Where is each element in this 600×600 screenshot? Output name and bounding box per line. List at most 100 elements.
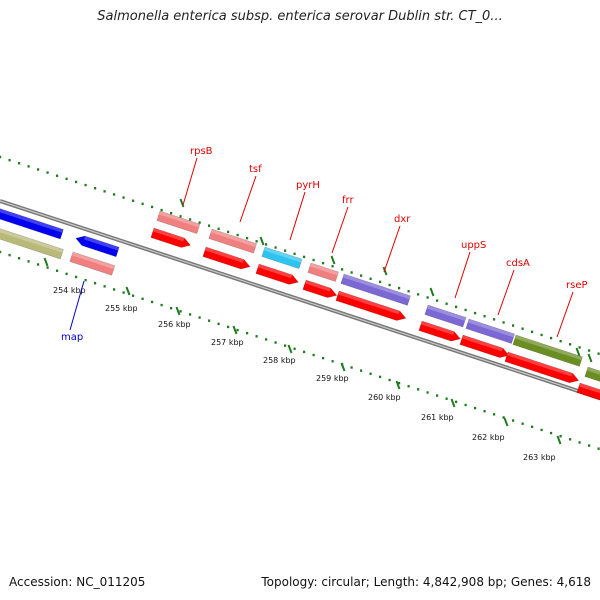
gc-lower-dot — [179, 310, 182, 313]
gc-lower-dot — [8, 253, 11, 257]
gc-lower-dot — [56, 269, 59, 272]
scale-tick-label: 256 kbp — [158, 320, 191, 329]
gene-arrow-shine — [257, 264, 293, 279]
gc-lower-dot — [578, 441, 581, 444]
gc-upper-dot — [322, 261, 325, 265]
gc-lower-dot — [312, 353, 315, 357]
scale-tick-label: 259 kbp — [316, 374, 349, 383]
gc-lower-dot — [455, 400, 458, 404]
gc-upper-dot — [8, 158, 11, 162]
scale-tick-label: 258 kbp — [263, 356, 296, 365]
gc-upper-dot — [379, 280, 382, 284]
scale-tick-label: 260 kbp — [368, 393, 401, 402]
gene-arrow — [335, 290, 407, 321]
gc-upper-tick — [259, 236, 265, 246]
gc-upper-dot — [350, 271, 353, 274]
gc-lower-tick — [340, 362, 346, 372]
gc-lower-dot — [75, 275, 78, 279]
gene-feature-rpsB — [156, 210, 201, 234]
gc-upper-tick — [575, 347, 581, 357]
gc-upper-dot — [217, 227, 220, 231]
gc-upper-dot — [274, 246, 277, 249]
gc-lower-dot — [350, 366, 353, 369]
gc-upper-dot — [265, 243, 268, 246]
gc-lower-dot — [37, 263, 40, 266]
gc-lower-dot — [284, 344, 287, 347]
gc-upper-dot — [132, 199, 135, 202]
gene-feature-blue-shine — [0, 208, 64, 233]
gc-upper-dot — [493, 318, 496, 321]
gc-lower-dot — [597, 447, 600, 450]
gc-upper-tick — [179, 198, 185, 208]
gc-lower-dot — [303, 350, 306, 354]
gc-upper-dot — [341, 268, 344, 271]
gene-feature-blue — [0, 208, 64, 240]
gc-lower-tick — [175, 306, 181, 316]
gc-lower-dot — [388, 378, 391, 382]
gc-lower-tick — [556, 435, 562, 445]
gc-lower-dot — [588, 444, 591, 447]
gc-upper-dot — [284, 249, 287, 252]
gc-upper-dot — [84, 183, 87, 187]
gene-feature-blue-shine — [83, 236, 120, 251]
gc-upper-dot — [208, 224, 211, 227]
gc-upper-dot — [0, 155, 2, 159]
gc-upper-tick — [382, 266, 388, 276]
gene-arrow — [576, 382, 600, 401]
gc-lower-dot — [236, 328, 239, 332]
gene-leader-line — [182, 157, 198, 206]
scale-ticks: 254 kbp 255 kbp 256 kbp 257 kbp 258 kbp 259 k… — [53, 286, 556, 462]
gc-lower-dot — [464, 403, 467, 407]
gc-lower-dot — [113, 288, 116, 291]
gc-lower-dot — [198, 316, 201, 319]
gc-upper-dot — [37, 168, 40, 171]
gene-label-dxr: dxr — [394, 214, 411, 225]
gene-feature-olive-shine — [0, 228, 64, 253]
gc-content-track — [0, 155, 600, 450]
gc-upper-tick — [587, 353, 593, 363]
gc-upper-dot — [550, 336, 553, 340]
gc-upper-dot — [75, 180, 78, 184]
gc-upper-dot — [227, 230, 230, 234]
gene-arrow — [202, 246, 251, 270]
gc-lower-dot — [18, 257, 21, 260]
gc-upper-dot — [46, 171, 49, 174]
gc-lower-dot — [189, 313, 192, 316]
gene-feature-pyrH — [261, 246, 303, 270]
gc-upper-dot — [540, 333, 543, 337]
gene-feature-frr-shine — [309, 263, 339, 276]
gene-arrow-shine — [204, 247, 245, 263]
gc-lower-tick — [395, 380, 401, 390]
gc-upper-dot — [388, 283, 391, 287]
gene-feature-uppS-shine — [426, 305, 467, 321]
gc-upper-dot — [141, 202, 144, 206]
gc-lower-dot — [246, 331, 249, 335]
gene-leader-line — [497, 269, 515, 316]
gene-feature-green — [584, 366, 600, 382]
gc-upper-dot — [246, 236, 249, 240]
gc-upper-dot — [303, 255, 306, 259]
gene-feature-frr — [307, 262, 339, 282]
gc-upper-dot — [122, 196, 125, 199]
gene-feature-olive — [0, 228, 64, 260]
gene-feature-pyrH-shine — [263, 247, 303, 263]
gene-label-map: map — [61, 332, 83, 343]
gene-feature-map — [69, 251, 116, 276]
gc-lower-tick — [503, 417, 509, 427]
gene-feature-tsf-shine — [210, 229, 257, 247]
genome-summary: Topology: circular; Length: 4,842,908 bp… — [261, 575, 591, 589]
gc-upper-dot — [436, 299, 439, 302]
gene-arrow — [255, 263, 299, 285]
gc-upper-dot — [198, 221, 201, 224]
gene-label-uppS: uppS — [461, 240, 486, 251]
gc-lower-tick — [43, 257, 49, 267]
gc-upper-dot — [369, 277, 372, 280]
gene-arrow-shine — [461, 335, 503, 352]
gc-lower-dot — [94, 282, 97, 285]
gc-upper-dot — [293, 252, 296, 255]
gc-upper-dot — [331, 265, 334, 268]
gene-arrow-shine — [578, 383, 600, 394]
gc-upper-dot — [255, 240, 258, 243]
gc-lower-dot — [46, 266, 49, 269]
gc-upper-dot — [94, 187, 97, 190]
